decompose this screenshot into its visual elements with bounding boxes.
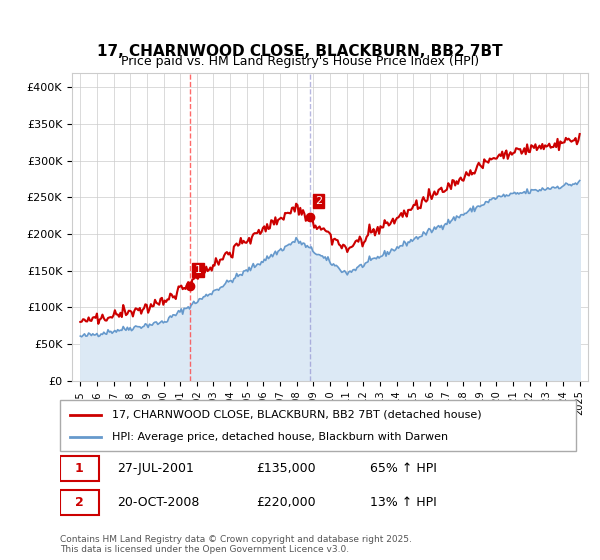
Text: 1: 1 (194, 265, 202, 275)
Text: Price paid vs. HM Land Registry's House Price Index (HPI): Price paid vs. HM Land Registry's House … (121, 55, 479, 68)
FancyBboxPatch shape (60, 490, 98, 515)
Text: 17, CHARNWOOD CLOSE, BLACKBURN, BB2 7BT (detached house): 17, CHARNWOOD CLOSE, BLACKBURN, BB2 7BT … (112, 409, 481, 419)
Text: 2: 2 (75, 496, 83, 509)
Text: 1: 1 (75, 462, 83, 475)
Text: HPI: Average price, detached house, Blackburn with Darwen: HPI: Average price, detached house, Blac… (112, 432, 448, 442)
Text: £135,000: £135,000 (256, 462, 316, 475)
Text: 13% ↑ HPI: 13% ↑ HPI (370, 496, 436, 509)
FancyBboxPatch shape (60, 400, 576, 451)
Text: Contains HM Land Registry data © Crown copyright and database right 2025.
This d: Contains HM Land Registry data © Crown c… (60, 535, 412, 554)
Text: 65% ↑ HPI: 65% ↑ HPI (370, 462, 436, 475)
Text: 17, CHARNWOOD CLOSE, BLACKBURN, BB2 7BT: 17, CHARNWOOD CLOSE, BLACKBURN, BB2 7BT (97, 44, 503, 59)
Text: 27-JUL-2001: 27-JUL-2001 (117, 462, 194, 475)
Text: 2: 2 (315, 196, 322, 206)
Text: 20-OCT-2008: 20-OCT-2008 (117, 496, 199, 509)
FancyBboxPatch shape (60, 456, 98, 481)
Text: £220,000: £220,000 (256, 496, 316, 509)
